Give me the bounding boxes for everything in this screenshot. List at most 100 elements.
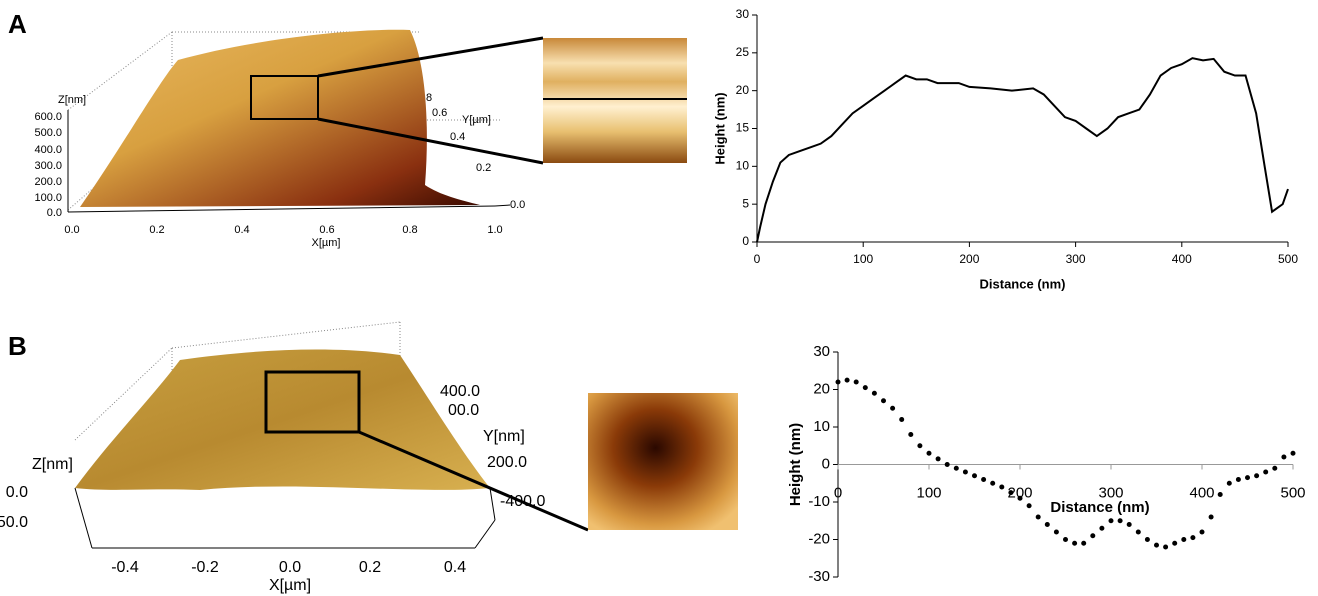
x-tick-label: 100: [853, 252, 873, 266]
data-point: [962, 469, 968, 475]
data-point: [1135, 529, 1141, 535]
y-tick-label: 0.6: [432, 107, 447, 119]
x-tick-label: 0.2: [359, 559, 381, 576]
data-point: [1090, 533, 1096, 539]
z-tick-label: -50.0: [0, 514, 28, 531]
y-tick-label: 30: [736, 7, 750, 21]
data-point: [1144, 537, 1150, 542]
z-label: Z[nm]: [58, 94, 86, 106]
y-axis-label: Height (nm): [712, 92, 727, 164]
data-point: [1254, 473, 1260, 479]
data-point: [890, 405, 896, 411]
y-tick-label: 10: [736, 159, 750, 173]
z-tick-label: 200.0: [34, 176, 62, 188]
data-point: [1263, 469, 1269, 475]
data-point: [871, 390, 877, 396]
zoom-line: [358, 430, 589, 532]
zoom-box: [250, 75, 319, 120]
y-tick-label: -30: [808, 568, 830, 585]
inset-image: [543, 38, 687, 163]
x-label: X[µm]: [312, 237, 341, 249]
data-point: [1117, 518, 1123, 524]
panel-label: B: [8, 331, 27, 361]
data-point: [1099, 525, 1105, 531]
data-point: [1026, 503, 1032, 509]
data-point: [862, 385, 868, 391]
x-axis-label: Distance (nm): [1050, 499, 1149, 516]
data-point: [1126, 522, 1132, 527]
y-label: Y[nm]: [483, 428, 525, 445]
data-point: [944, 462, 950, 467]
data-point: [1017, 495, 1023, 501]
data-point: [1226, 480, 1232, 486]
x-tick-label: 0.4: [444, 559, 466, 576]
data-point: [917, 443, 923, 449]
z-tick-label: 0.0: [6, 484, 28, 501]
x-tick-label: 400: [1189, 484, 1214, 501]
y-tick-label: 10: [813, 418, 830, 435]
data-point: [1053, 529, 1059, 535]
z-tick-label: 0.0: [47, 207, 62, 219]
data-point: [1199, 529, 1205, 535]
y-tick-label: 30: [813, 343, 830, 360]
data-point: [1245, 475, 1250, 481]
x-label: X[µm]: [269, 577, 311, 594]
data-point: [1081, 540, 1087, 546]
x-tick-label: 100: [916, 484, 941, 501]
data-line: [756, 57, 1289, 243]
y-tick-label: 400.0: [440, 383, 480, 400]
data-point: [853, 379, 859, 385]
x-tick-label: 0: [754, 252, 761, 266]
y-tick-label: 20: [736, 83, 750, 97]
data-point: [1181, 537, 1187, 542]
x-tick-label: 500: [1280, 484, 1305, 501]
data-point: [990, 480, 996, 486]
y-tick-label: 0: [742, 234, 749, 248]
y-tick-label: 0: [822, 455, 830, 472]
x-tick-label: 1.0: [487, 224, 502, 236]
x-tick-label: 0.4: [234, 224, 249, 236]
x-tick-label: 0.2: [149, 224, 164, 236]
x-tick-label: 0.0: [279, 559, 301, 576]
zoom-box: [264, 370, 361, 434]
data-point: [1063, 537, 1068, 542]
x-tick-label: -0.2: [191, 559, 219, 576]
z-tick-label: 600.0: [34, 111, 62, 123]
y-tick-label: 5: [742, 196, 749, 210]
data-point: [1172, 540, 1178, 546]
x-tick-label: -0.4: [111, 559, 139, 576]
data-point: [953, 465, 959, 471]
panel-label: A: [8, 9, 27, 39]
data-point: [1290, 450, 1296, 456]
y-tick-label: 0.4: [450, 131, 465, 143]
surface-a-axes: [67, 110, 511, 213]
y-tick-label: 25: [736, 45, 750, 59]
y-tick-label: 8: [426, 92, 432, 104]
zoom-line: [317, 36, 544, 78]
data-point: [1272, 465, 1278, 471]
data-point: [935, 456, 941, 462]
data-point: [1035, 514, 1041, 520]
data-point: [835, 379, 841, 385]
y-axis-label: Height (nm): [787, 423, 804, 506]
y-label: Y[µm]: [462, 114, 491, 126]
y-tick-label: 20: [813, 380, 830, 397]
inset-image: [588, 393, 738, 530]
data-point: [1217, 492, 1223, 497]
data-point: [1208, 514, 1214, 520]
data-point: [1044, 522, 1050, 527]
y-tick-label: -20: [808, 530, 830, 547]
data-point: [1190, 535, 1196, 541]
z-label: Z[nm]: [32, 456, 73, 473]
data-point: [1008, 490, 1014, 496]
data-point: [981, 477, 987, 482]
data-point: [844, 377, 850, 383]
x-axis-label: Distance (nm): [980, 276, 1066, 291]
data-point: [881, 398, 886, 404]
data-point: [1163, 544, 1169, 550]
x-tick-label: 0.8: [402, 224, 417, 236]
x-tick-label: 0.6: [319, 224, 334, 236]
y-tick-label: 0.2: [476, 162, 491, 174]
data-point: [1154, 542, 1159, 548]
y-tick-label: 200.0: [487, 454, 527, 471]
